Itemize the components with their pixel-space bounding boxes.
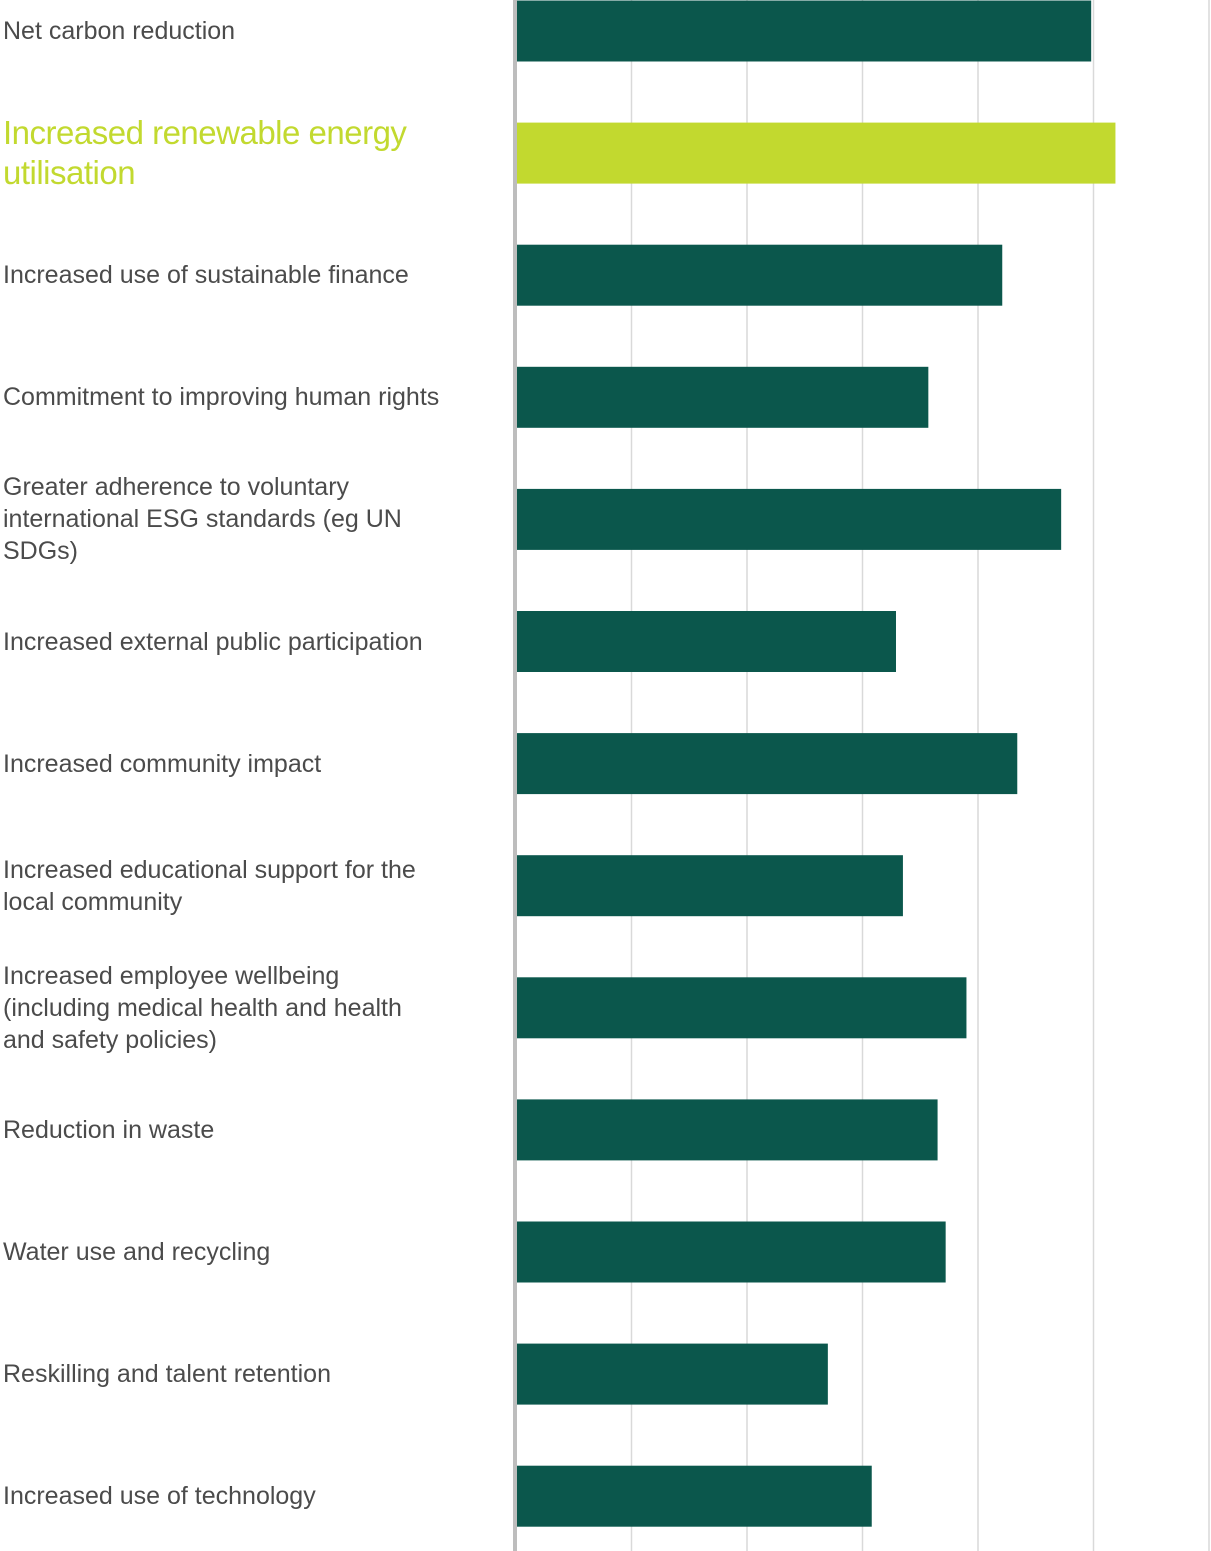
bar bbox=[516, 0, 1092, 62]
bar bbox=[516, 611, 896, 672]
category-label: Net carbon reduction bbox=[3, 17, 236, 45]
category-label: Increased educational support for the lo… bbox=[3, 855, 416, 916]
bar-highlight bbox=[516, 122, 1116, 184]
category-label: Reskilling and talent retention bbox=[3, 1360, 331, 1389]
bar bbox=[516, 733, 1018, 795]
category-label: Increased external public participation bbox=[3, 627, 423, 656]
category-label: Increased community impact bbox=[3, 749, 322, 778]
category-label: Greater adherence to voluntary internati… bbox=[3, 473, 402, 566]
bar bbox=[516, 1099, 938, 1161]
bar bbox=[516, 855, 903, 917]
category-label: Reduction in waste bbox=[3, 1115, 215, 1144]
bar bbox=[516, 366, 929, 428]
bar bbox=[516, 977, 967, 1039]
category-label: Commitment to improving human rights bbox=[3, 383, 440, 412]
category-label: Increased use of technology bbox=[3, 1482, 316, 1511]
bar bbox=[516, 244, 1003, 306]
bar bbox=[516, 1343, 828, 1405]
bar bbox=[516, 1221, 946, 1283]
category-label: Water use and recycling bbox=[3, 1238, 271, 1266]
category-label: Increased use of sustainable finance bbox=[3, 261, 409, 290]
bar bbox=[516, 1465, 872, 1527]
bar bbox=[516, 488, 1062, 550]
category-label: Increased employee wellbeing (including … bbox=[3, 961, 402, 1054]
category-label-highlight: Increased renewable energy utilisation bbox=[3, 114, 407, 192]
